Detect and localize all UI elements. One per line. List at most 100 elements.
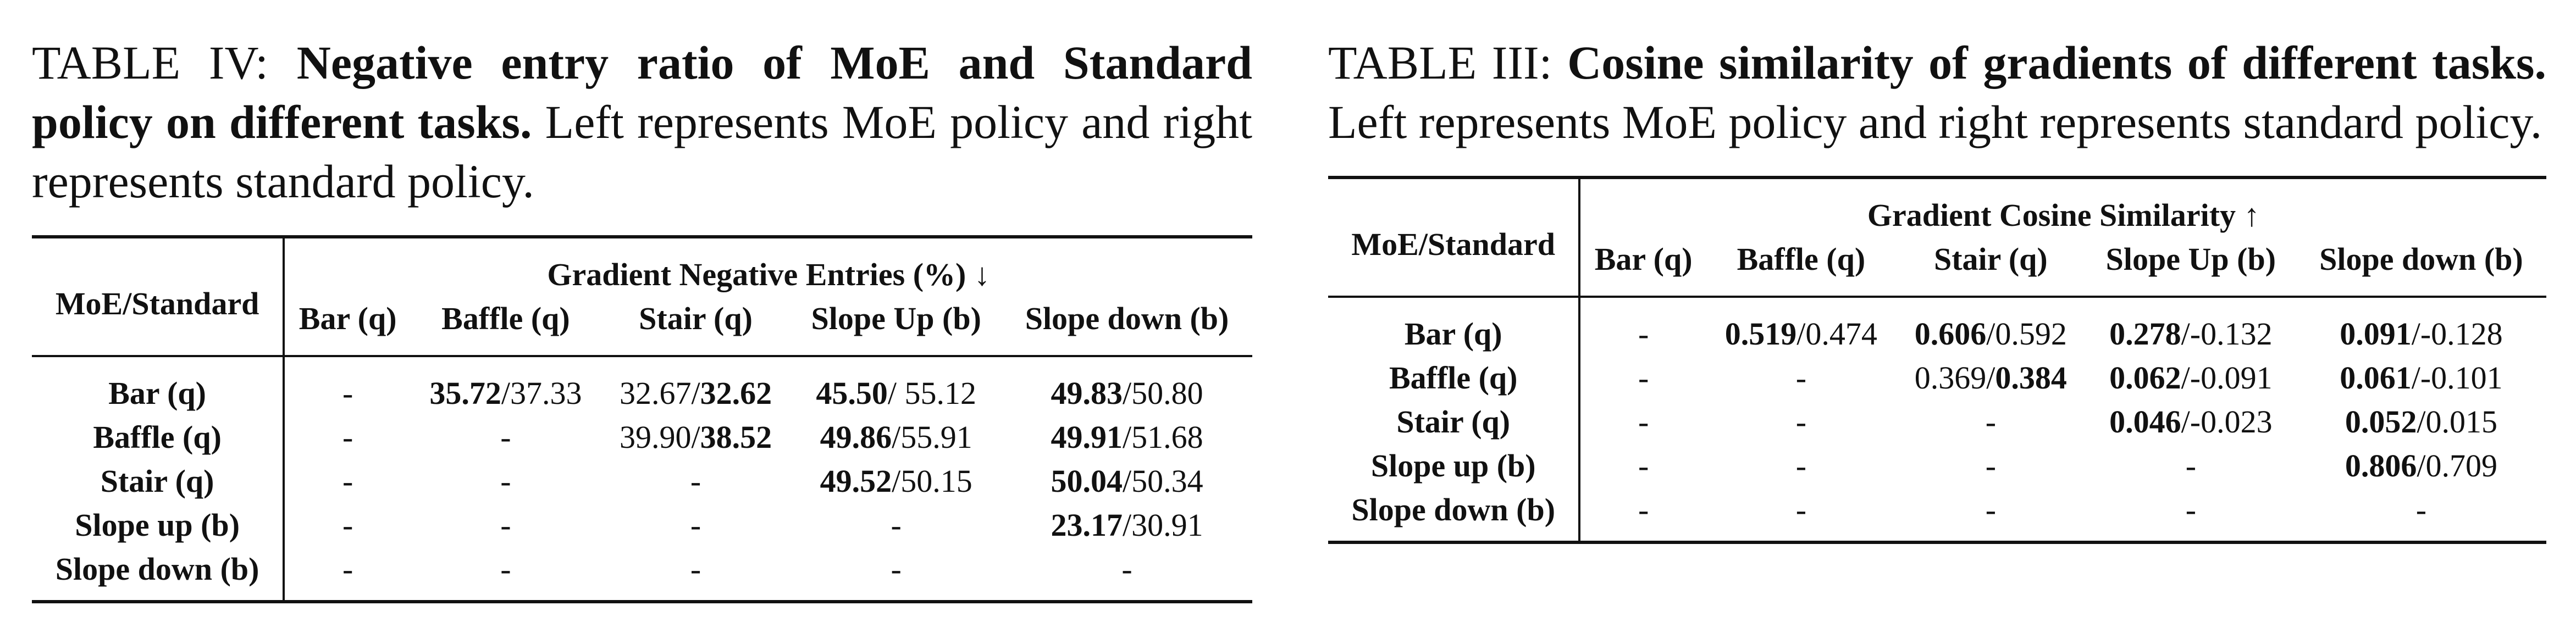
table-cell: - xyxy=(2086,444,2296,488)
table-cell: - xyxy=(791,503,1002,547)
cell-part: - xyxy=(1121,551,1132,587)
table-cell: 0.061/-0.101 xyxy=(2296,356,2546,400)
table-cell: 0.369/0.384 xyxy=(1896,356,2086,400)
column-header: Bar (q) xyxy=(1579,237,1706,298)
cell-part: 0.091 xyxy=(2340,316,2412,352)
table-cell: 32.67/32.62 xyxy=(601,356,791,415)
table-cell: - xyxy=(1579,297,1706,356)
table-cell: - xyxy=(1896,444,2086,488)
table-cell: 35.72/37.33 xyxy=(411,356,601,415)
table-cell: - xyxy=(600,547,791,603)
row-header: Bar (q) xyxy=(32,356,285,415)
table-cell: - xyxy=(1706,444,1896,488)
cell-part: - xyxy=(1795,404,1807,440)
table-cell: - xyxy=(411,415,601,459)
group-header: Gradient Negative Entries (%) ↓ xyxy=(284,235,1252,297)
cell-part: / 55.12 xyxy=(887,375,977,411)
caption-text: Left represents MoE policy and right rep… xyxy=(32,96,1252,208)
cell-part: /37.33 xyxy=(501,375,582,411)
cell-part: - xyxy=(342,375,353,411)
cell-part: 0.806 xyxy=(2345,448,2417,484)
table-cell: - xyxy=(2085,488,2296,544)
cell-part: 0.519 xyxy=(1724,316,1797,352)
cell-part: 0.606 xyxy=(1914,316,1987,352)
table-row: Slope up (b) - - - - 23.17/30.91 xyxy=(32,503,1252,547)
cell-part: - xyxy=(2415,492,2427,527)
table-body: Bar (q) -0.519/0.474 0.606/0.592 0.278/-0.1… xyxy=(1328,297,2546,544)
column-header-row: Bar (q) Baffle (q) Stair (q) Slope Up (b) Sl… xyxy=(1328,237,2546,298)
cell-part: - xyxy=(1985,492,1997,527)
table-row: Bar (q) -35.72/37.33 32.67/32.62 45.50/ 55.… xyxy=(32,356,1252,415)
row-header: Stair (q) xyxy=(1328,400,1581,444)
cell-part: 32.62 xyxy=(700,375,772,411)
caption-text: Left represents MoE policy and right rep… xyxy=(1328,96,2542,148)
table-cell: - xyxy=(601,459,791,503)
cell-part: 0.062 xyxy=(2109,360,2181,396)
cell-part: 49.83 xyxy=(1051,375,1123,411)
cell-part: - xyxy=(1795,360,1807,396)
cell-part: /50.34 xyxy=(1122,463,1203,499)
table-cell: - xyxy=(284,459,411,503)
cell-part: 49.91 xyxy=(1051,419,1123,455)
table-cell: - xyxy=(1706,400,1896,444)
cell-part: - xyxy=(1638,316,1649,352)
cell-part: /51.68 xyxy=(1122,419,1203,455)
column-header: Stair (q) xyxy=(1895,237,2086,298)
cell-part: - xyxy=(1985,404,1997,440)
table-cell: 0.052/0.015 xyxy=(2296,400,2546,444)
table-row: Bar (q) -0.519/0.474 0.606/0.592 0.278/-0.1… xyxy=(1328,297,2546,356)
cell-part: /-0.023 xyxy=(2181,404,2273,440)
table-cell: - xyxy=(1579,356,1706,400)
cell-part: - xyxy=(690,551,701,587)
table-cell: - xyxy=(601,503,791,547)
table-cell: - xyxy=(791,547,1002,603)
cell-part: 23.17 xyxy=(1051,507,1123,543)
row-header: Slope up (b) xyxy=(1328,444,1581,488)
table-cell: - xyxy=(411,547,601,603)
row-header: Baffle (q) xyxy=(1328,356,1581,400)
table-row: Baffle (q) - -0.369/0.384 0.062/-0.091 0.061… xyxy=(1328,356,2546,400)
cell-part: - xyxy=(690,463,701,499)
cell-part: - xyxy=(500,551,511,587)
caption-title: Negative entry ratio of MoE and Standard… xyxy=(32,36,1252,148)
table-cell: 49.86/55.91 xyxy=(791,415,1002,459)
row-header: Slope up (b) xyxy=(32,503,285,547)
column-header: Stair (q) xyxy=(600,297,791,357)
cell-part: - xyxy=(1795,492,1807,527)
table-cell: 0.091/-0.128 xyxy=(2296,297,2546,356)
table-cell: 50.04/50.34 xyxy=(1002,459,1252,503)
cell-part: - xyxy=(1638,404,1649,440)
column-header: Slope down (b) xyxy=(2296,237,2546,298)
table-body: Bar (q) -35.72/37.33 32.67/32.62 45.50/ 55.… xyxy=(32,356,1252,603)
cell-part: - xyxy=(891,551,902,587)
table-cell: - xyxy=(284,356,411,415)
group-header: Gradient Cosine Similarity ↑ xyxy=(1579,176,2546,237)
table-cell: - xyxy=(1002,547,1252,603)
cell-part: - xyxy=(342,419,353,455)
table-cell: - xyxy=(411,459,601,503)
table-cell: 49.91/51.68 xyxy=(1002,415,1252,459)
table-cell: 49.83/50.80 xyxy=(1002,356,1252,415)
table-cell: - xyxy=(284,503,411,547)
cell-part: - xyxy=(500,463,511,499)
cell-part: 49.52 xyxy=(820,463,892,499)
cell-part: 0.052 xyxy=(2345,404,2417,440)
table-cell: - xyxy=(1895,488,2086,544)
cell-part: /-0.132 xyxy=(2181,316,2273,352)
caption-label: TABLE IV: xyxy=(32,36,297,89)
row-header: Stair (q) xyxy=(32,459,285,503)
column-header: Baffle (q) xyxy=(411,297,601,357)
cell-part: 35.72 xyxy=(429,375,501,411)
cell-part: - xyxy=(500,507,511,543)
table-cell: - xyxy=(284,415,411,459)
column-header: Slope Up (b) xyxy=(2085,237,2296,298)
cell-part: /30.91 xyxy=(1122,507,1203,543)
cell-part: 0.061 xyxy=(2340,360,2412,396)
cell-part: - xyxy=(342,507,353,543)
table-cell: - xyxy=(1579,444,1706,488)
cell-part: - xyxy=(2185,492,2197,527)
table-cell: 49.52/50.15 xyxy=(791,459,1002,503)
cell-part: - xyxy=(891,507,902,543)
cell-part: 0.369/ xyxy=(1914,360,1995,396)
table-iv: MoE/Standard Gradient Negative Entries (… xyxy=(32,235,1252,603)
